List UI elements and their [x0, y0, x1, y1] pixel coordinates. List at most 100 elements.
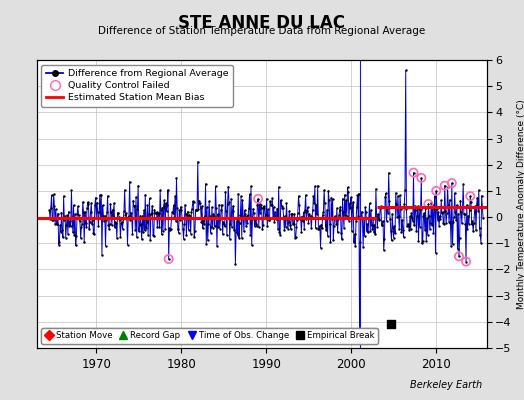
Point [389, 225, 397, 231]
Point [145, 211, 153, 217]
Point [344, 189, 353, 195]
Point [309, 207, 317, 213]
Point [97, 191, 105, 198]
Point [215, 202, 223, 208]
Point [201, 180, 210, 187]
Point [457, 220, 466, 226]
Point [139, 207, 148, 214]
Point [407, 210, 416, 216]
Point [236, 212, 245, 218]
Point [455, 253, 463, 260]
Point [311, 225, 320, 231]
Point [459, 181, 467, 188]
Point [460, 211, 468, 218]
Point [79, 209, 88, 215]
Point [147, 210, 156, 216]
Point [173, 205, 181, 211]
Point [313, 182, 322, 189]
Point [200, 221, 209, 227]
Point [458, 205, 467, 211]
Point [373, 213, 381, 220]
Point [195, 200, 204, 206]
Point [400, 200, 409, 207]
Point [165, 225, 173, 231]
Point [73, 211, 81, 218]
Point [150, 206, 159, 213]
Point [122, 210, 130, 216]
Point [251, 217, 259, 223]
Point [124, 214, 133, 221]
Point [339, 196, 347, 202]
Point [194, 206, 203, 212]
Point [261, 212, 270, 219]
Point [475, 225, 484, 232]
Point [126, 217, 135, 223]
Point [342, 197, 350, 203]
Point [420, 210, 428, 216]
Point [270, 218, 279, 225]
Point [271, 209, 279, 216]
Point [217, 202, 226, 208]
Point [293, 217, 301, 223]
Point [209, 211, 217, 217]
Point [341, 192, 349, 198]
Point [381, 190, 390, 197]
Point [294, 193, 303, 199]
Point [315, 222, 324, 229]
Point [149, 232, 157, 238]
Point [474, 208, 482, 214]
Point [57, 209, 66, 216]
Point [281, 224, 290, 230]
Point [233, 232, 242, 238]
Point [414, 238, 423, 244]
Point [238, 197, 247, 204]
Point [301, 206, 309, 213]
Point [422, 238, 431, 244]
Point [391, 190, 400, 196]
Point [330, 222, 338, 229]
Point [365, 215, 373, 221]
Point [431, 193, 439, 200]
Point [125, 213, 133, 220]
Point [424, 201, 433, 207]
Point [52, 220, 61, 227]
Point [303, 204, 312, 210]
Point [83, 205, 91, 212]
Point [385, 198, 394, 204]
Point [235, 234, 243, 241]
Point [425, 213, 433, 220]
Point [109, 212, 117, 219]
Point [347, 194, 355, 200]
Point [50, 203, 59, 209]
Point [264, 206, 272, 212]
Point [447, 180, 456, 186]
Point [143, 218, 151, 225]
Point [417, 175, 425, 181]
Point [463, 202, 471, 208]
Point [222, 208, 231, 214]
Point [419, 213, 428, 220]
Point [81, 220, 90, 226]
Point [234, 190, 243, 197]
Point [136, 212, 145, 219]
Point [130, 202, 139, 209]
Point [395, 226, 403, 233]
Point [449, 219, 457, 225]
Point [252, 221, 260, 227]
Point [320, 187, 328, 193]
Point [424, 201, 433, 207]
Point [435, 222, 443, 229]
Point [345, 200, 354, 206]
Point [315, 226, 323, 232]
Text: STE ANNE DU LAC: STE ANNE DU LAC [179, 14, 345, 32]
Point [443, 184, 452, 190]
Point [70, 232, 79, 238]
Point [268, 195, 277, 202]
Point [357, 215, 365, 221]
Point [333, 205, 341, 211]
Point [138, 213, 147, 219]
Point [365, 200, 374, 206]
Point [69, 229, 77, 236]
Point [263, 196, 271, 202]
Point [398, 217, 406, 223]
